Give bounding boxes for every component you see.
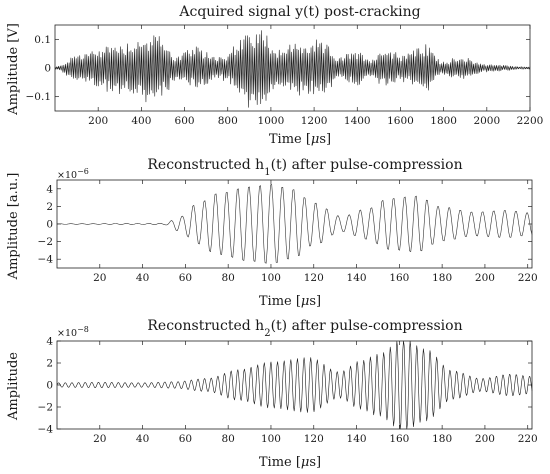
signal-trace bbox=[56, 184, 533, 264]
y-tick-label: 0 bbox=[44, 63, 51, 75]
x-tick-label: 400 bbox=[131, 115, 151, 127]
y-tick-label: −2 bbox=[38, 402, 53, 414]
x-axis-label: Time [μs] bbox=[259, 455, 321, 470]
x-tick-label: 80 bbox=[221, 433, 234, 445]
panel-reconstructed-h1: Reconstructed h1(t) after pulse-compress… bbox=[6, 157, 538, 309]
x-tick-label: 160 bbox=[389, 272, 409, 284]
x-tick-label: 60 bbox=[179, 272, 192, 284]
x-tick-label: 180 bbox=[432, 272, 452, 284]
x-tick-label: 80 bbox=[221, 272, 234, 284]
x-tick-label: 800 bbox=[218, 115, 238, 127]
x-tick-label: 40 bbox=[136, 272, 149, 284]
y-exponent-label: ×10−8 bbox=[57, 325, 89, 340]
x-tick-label: 20 bbox=[93, 433, 106, 445]
x-tick-label: 140 bbox=[347, 433, 367, 445]
x-tick-label: 160 bbox=[389, 433, 409, 445]
x-tick-label: 220 bbox=[518, 272, 538, 284]
y-axis-label: Amplitude [V] bbox=[6, 23, 21, 116]
chart-title: Reconstructed h2(t) after pulse-compress… bbox=[147, 318, 462, 339]
panel-reconstructed-h2: Reconstructed h2(t) after pulse-compress… bbox=[6, 318, 538, 470]
x-tick-label: 100 bbox=[261, 272, 281, 284]
y-tick-label: −4 bbox=[38, 254, 54, 266]
x-tick-label: 1400 bbox=[344, 115, 371, 127]
x-tick-label: 1000 bbox=[258, 115, 285, 127]
chart-title: Reconstructed h1(t) after pulse-compress… bbox=[147, 157, 462, 178]
y-tick-label: −4 bbox=[38, 424, 54, 436]
x-tick-label: 40 bbox=[136, 433, 149, 445]
x-tick-label: 120 bbox=[304, 272, 324, 284]
x-axis-label: Time [μs] bbox=[269, 132, 331, 147]
y-tick-label: 0 bbox=[46, 380, 53, 392]
signal-trace bbox=[54, 30, 531, 108]
chart-title: Acquired signal y(t) post-cracking bbox=[178, 4, 420, 20]
x-tick-label: 120 bbox=[304, 433, 324, 445]
x-tick-label: 220 bbox=[518, 433, 538, 445]
y-tick-label: −0.1 bbox=[26, 91, 52, 103]
x-tick-label: 200 bbox=[475, 272, 495, 284]
plot-frame bbox=[56, 340, 533, 430]
x-tick-label: 1600 bbox=[387, 115, 414, 127]
x-tick-label: 1200 bbox=[301, 115, 328, 127]
y-tick-label: 4 bbox=[46, 183, 53, 195]
y-axis-label: Amplitude [a.u.] bbox=[6, 173, 21, 281]
x-tick-label: 140 bbox=[347, 272, 367, 284]
y-tick-label: −2 bbox=[38, 236, 53, 248]
panel-acquired-signal: Acquired signal y(t) post-cracking 200 40… bbox=[6, 4, 543, 147]
y-axis-label: Amplitude bbox=[6, 352, 21, 421]
y-tick-label: 4 bbox=[46, 336, 53, 348]
x-tick-label: 2000 bbox=[473, 115, 500, 127]
x-tick-label: 20 bbox=[93, 272, 106, 284]
x-tick-label: 2200 bbox=[517, 115, 544, 127]
x-axis-label: Time [μs] bbox=[259, 294, 321, 309]
x-tick-label: 100 bbox=[261, 433, 281, 445]
x-tick-label: 180 bbox=[432, 433, 452, 445]
signal-trace bbox=[56, 340, 533, 430]
y-tick-label: 0 bbox=[46, 219, 53, 231]
y-exponent-label: ×10−6 bbox=[57, 167, 89, 182]
x-tick-label: 60 bbox=[179, 433, 192, 445]
x-tick-label: 200 bbox=[475, 433, 495, 445]
y-tick-label: 0.1 bbox=[34, 34, 51, 46]
y-tick-label: 2 bbox=[46, 201, 53, 213]
plot-frame bbox=[56, 179, 533, 269]
tick-layer: 200 400 600 800 1000 1200 1400 1600 1800 2000 2200… bbox=[26, 25, 544, 127]
plot-frame bbox=[54, 24, 531, 112]
y-tick-label: 2 bbox=[46, 358, 53, 370]
x-tick-label: 200 bbox=[88, 115, 108, 127]
x-tick-label: 600 bbox=[175, 115, 195, 127]
x-tick-label: 1800 bbox=[430, 115, 457, 127]
